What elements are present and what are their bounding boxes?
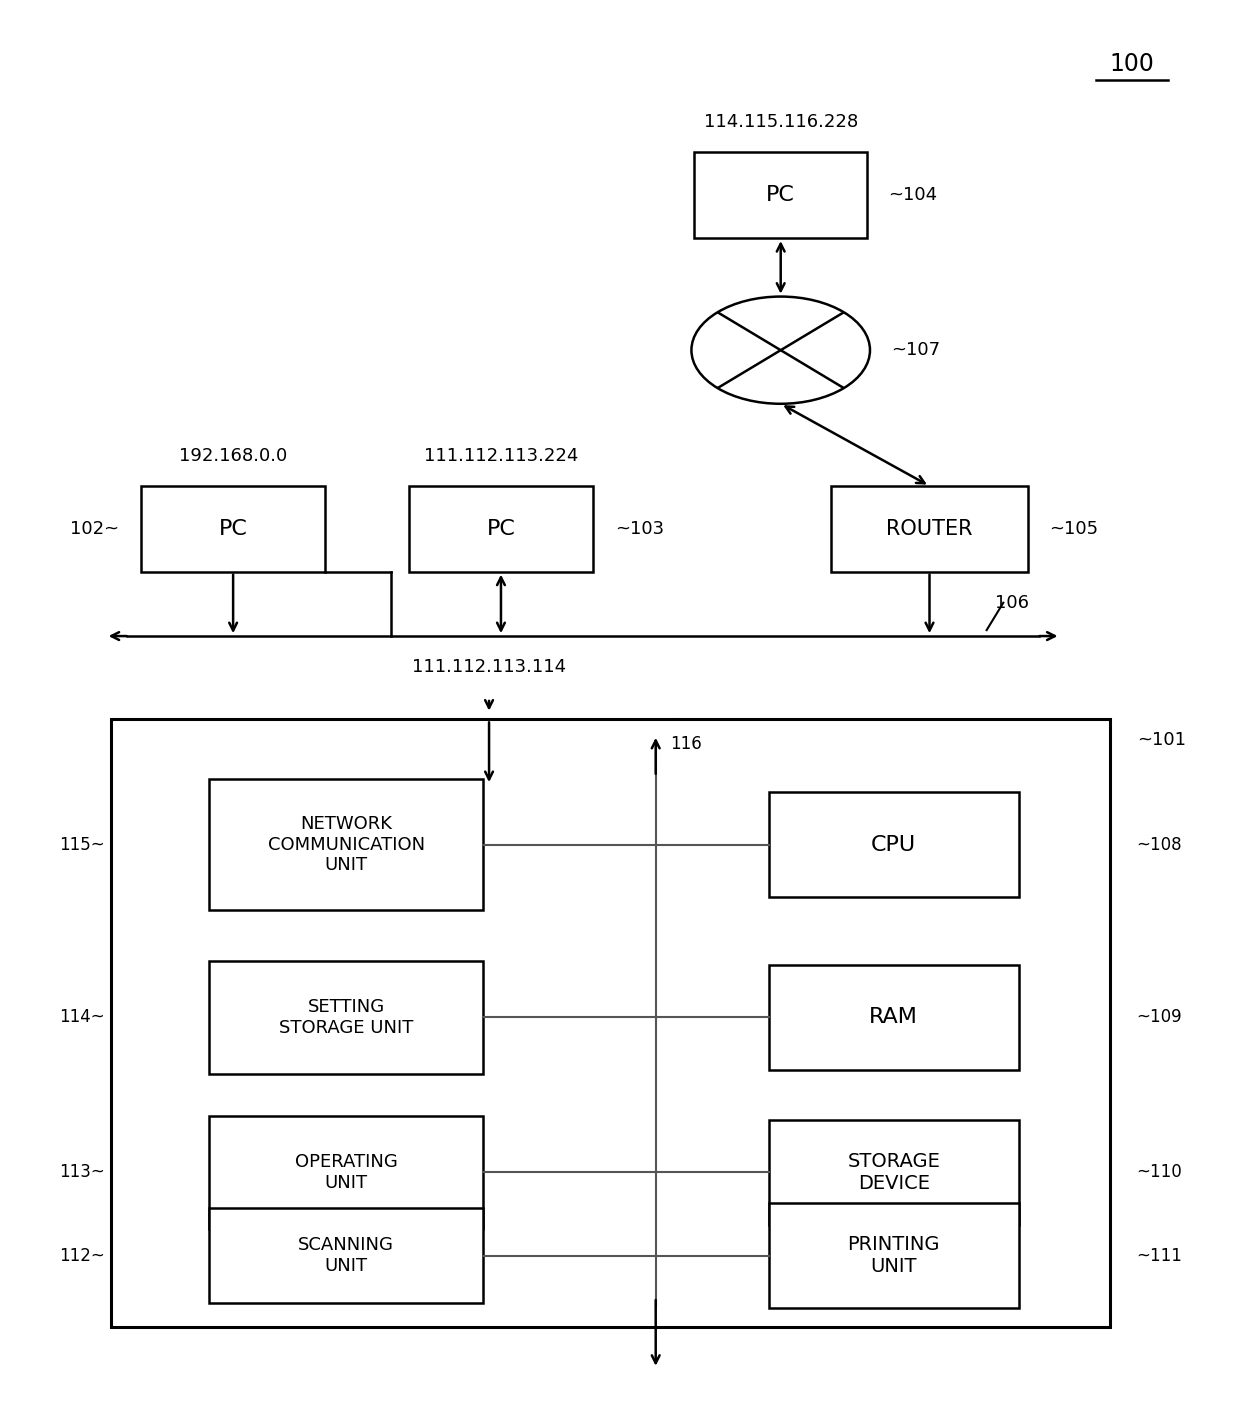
Text: ~101: ~101 xyxy=(1137,732,1185,749)
Text: 100: 100 xyxy=(1110,53,1154,76)
Bar xyxy=(110,719,1111,1327)
Text: ~104: ~104 xyxy=(888,187,937,204)
Ellipse shape xyxy=(692,297,870,404)
Text: 112~: 112~ xyxy=(58,1247,104,1264)
Text: 113~: 113~ xyxy=(58,1163,104,1182)
Text: ~107: ~107 xyxy=(892,341,940,360)
Text: OPERATING
UNIT: OPERATING UNIT xyxy=(295,1153,398,1192)
Text: 102~: 102~ xyxy=(71,519,119,538)
Text: 111.112.113.224: 111.112.113.224 xyxy=(424,447,578,465)
Text: 106: 106 xyxy=(994,594,1029,612)
Bar xyxy=(210,779,484,910)
Text: ~: ~ xyxy=(662,712,675,726)
Text: 114~: 114~ xyxy=(58,1009,104,1026)
Text: ~108: ~108 xyxy=(1137,836,1182,853)
Bar xyxy=(694,153,867,238)
Bar xyxy=(769,1203,1019,1309)
Text: ROUTER: ROUTER xyxy=(887,519,972,539)
Text: PC: PC xyxy=(766,186,795,205)
Text: 192.168.0.0: 192.168.0.0 xyxy=(179,447,288,465)
Text: 111.112.113.114: 111.112.113.114 xyxy=(412,658,567,675)
Text: RAM: RAM xyxy=(869,1007,919,1027)
Bar xyxy=(210,1116,484,1229)
Bar xyxy=(769,792,1019,898)
Text: ~109: ~109 xyxy=(1137,1009,1182,1026)
Bar xyxy=(831,487,1028,572)
Text: CPU: CPU xyxy=(872,835,916,855)
Text: PRINTING
UNIT: PRINTING UNIT xyxy=(848,1234,940,1276)
Bar xyxy=(409,487,593,572)
Text: 115~: 115~ xyxy=(58,836,104,853)
Text: 114.115.116.228: 114.115.116.228 xyxy=(703,113,858,131)
Text: SCANNING
UNIT: SCANNING UNIT xyxy=(299,1236,394,1274)
Bar xyxy=(769,1120,1019,1224)
Text: ~103: ~103 xyxy=(615,519,663,538)
Bar xyxy=(141,487,325,572)
Text: ~111: ~111 xyxy=(1137,1247,1183,1264)
Text: PC: PC xyxy=(218,519,248,539)
Text: SETTING
STORAGE UNIT: SETTING STORAGE UNIT xyxy=(279,997,413,1036)
Bar xyxy=(210,960,484,1075)
Text: ~110: ~110 xyxy=(1137,1163,1183,1182)
Text: PC: PC xyxy=(486,519,516,539)
Text: STORAGE
DEVICE: STORAGE DEVICE xyxy=(847,1152,940,1193)
Text: ~105: ~105 xyxy=(1049,519,1099,538)
Text: 116: 116 xyxy=(670,735,702,753)
Bar xyxy=(210,1207,484,1303)
Text: NETWORK
COMMUNICATION
UNIT: NETWORK COMMUNICATION UNIT xyxy=(268,815,425,875)
Bar xyxy=(769,965,1019,1070)
